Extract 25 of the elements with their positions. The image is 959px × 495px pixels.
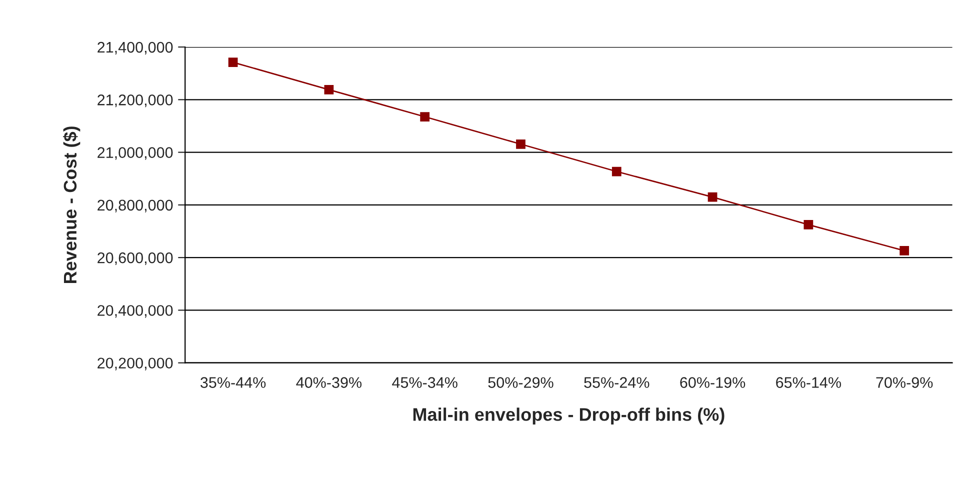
- y-tick-label: 20,200,000: [98, 358, 173, 370]
- x-tick-label: 60%-19%: [680, 377, 746, 388]
- point: [708, 192, 718, 202]
- point: [900, 246, 910, 256]
- y-axis-title: Revenue - Cost ($): [63, 126, 80, 283]
- point: [324, 84, 334, 94]
- point: [420, 112, 430, 122]
- x-tick-label: 70%-9%: [876, 377, 933, 388]
- point: [516, 139, 526, 149]
- y-tick-label: 21,000,000: [98, 147, 173, 160]
- point: [804, 220, 814, 230]
- y-tick-label: 20,800,000: [98, 200, 173, 212]
- x-axis-title: Mail-in envelopes - Drop-off bins (%): [413, 408, 724, 424]
- y-tick-label: 21,400,000: [98, 42, 173, 55]
- y-tick-label: 20,400,000: [98, 305, 173, 318]
- x-tick-label: 65%-14%: [776, 377, 842, 388]
- x-tick-label: 45%-34%: [392, 377, 458, 388]
- y-tick-label: 21,200,000: [98, 94, 173, 108]
- point: [228, 58, 238, 67]
- x-tick-label: 55%-24%: [584, 377, 650, 388]
- x-tick-label: 35%-44%: [200, 377, 266, 388]
- x-tick-label: 50%-29%: [488, 377, 554, 388]
- x-tick-label: 40%-39%: [296, 377, 362, 388]
- y-tick-label: 20,600,000: [98, 252, 173, 266]
- point: [612, 166, 622, 176]
